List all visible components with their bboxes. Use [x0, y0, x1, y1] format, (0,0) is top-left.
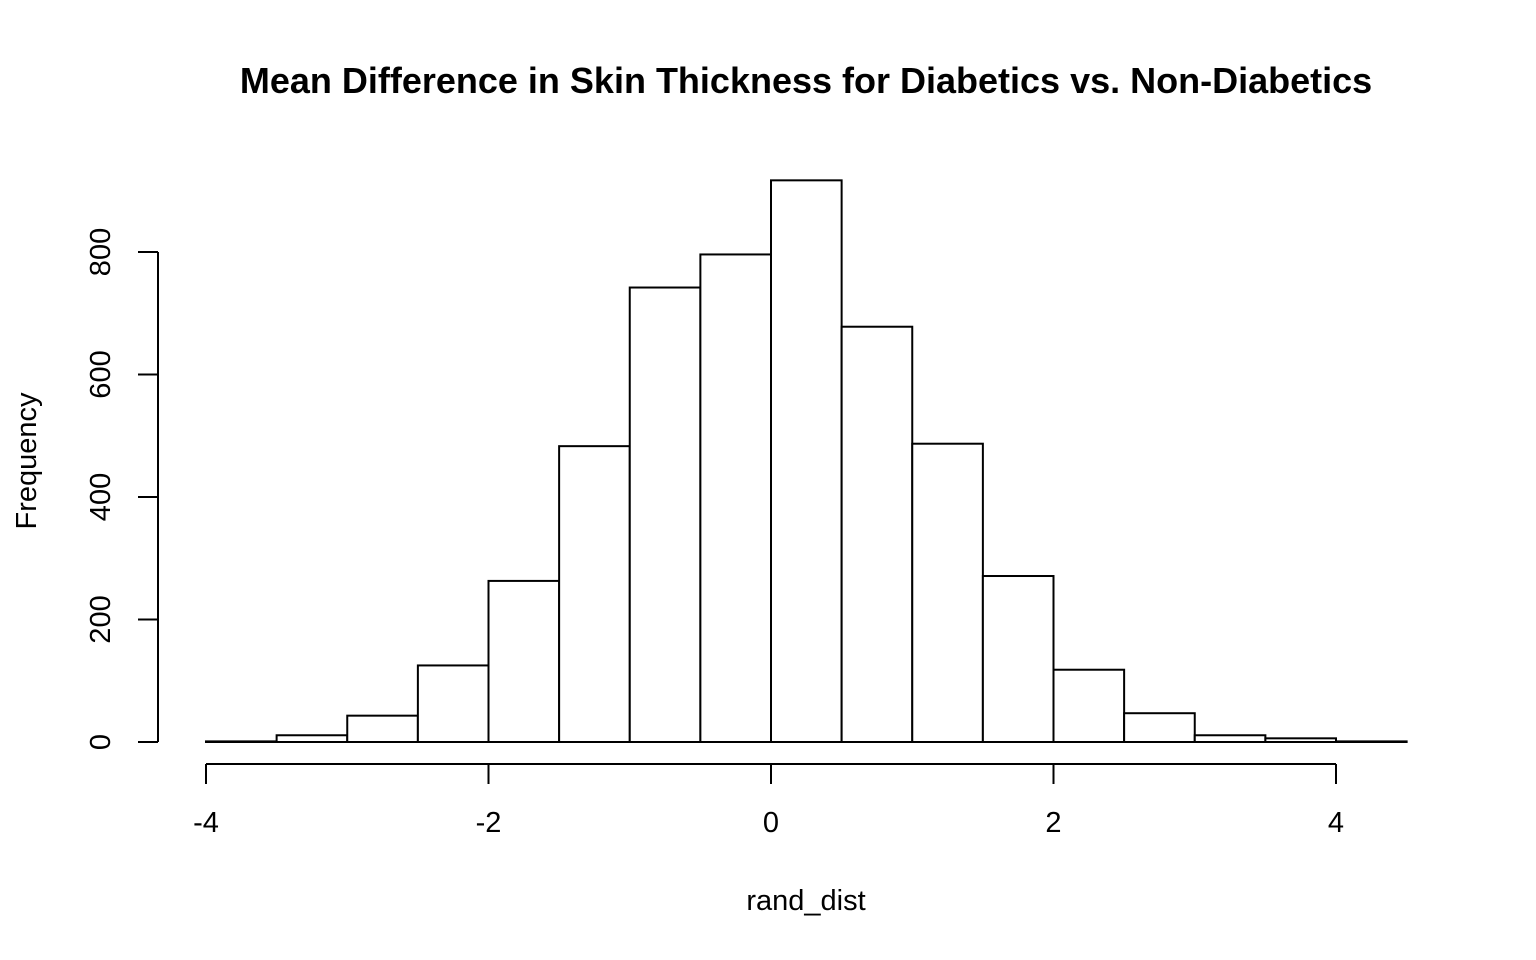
histogram-bar: [1193, 734, 1267, 744]
y-tick-label: 400: [85, 473, 117, 521]
x-tick-label: -2: [476, 807, 502, 839]
x-tick-label: 4: [1328, 807, 1344, 839]
y-tick-label: 800: [85, 228, 117, 276]
x-tick-label: 2: [1045, 807, 1061, 839]
histogram-bar: [487, 579, 561, 743]
y-tick-label: 200: [85, 595, 117, 643]
histogram-bar: [346, 714, 419, 743]
histogram-bar: [628, 286, 702, 743]
histogram-bar: [416, 664, 490, 743]
histogram-bar: [770, 179, 843, 743]
chart-title: Mean Difference in Skin Thickness for Di…: [240, 60, 1372, 101]
histogram-bars: [205, 179, 1408, 744]
x-axis-label: rand_dist: [746, 885, 865, 917]
x-tick-label: -4: [193, 807, 219, 839]
y-axis-label: Frequency: [11, 392, 43, 530]
histogram-bar: [1052, 668, 1126, 743]
y-axis: 0 200 400 600 800: [85, 228, 159, 750]
histogram-bar: [275, 734, 349, 744]
x-tick-label: 0: [763, 807, 779, 839]
histogram-bar: [840, 325, 914, 743]
histogram-bar: [558, 445, 631, 743]
x-axis: -4 -2 0 2 4: [193, 763, 1344, 839]
histogram-bar: [1123, 712, 1196, 744]
histogram-bar: [699, 253, 772, 743]
y-tick-label: 600: [85, 350, 117, 398]
histogram-bar: [911, 442, 984, 743]
y-tick-label: 0: [85, 734, 117, 750]
histogram-bar: [981, 575, 1055, 744]
